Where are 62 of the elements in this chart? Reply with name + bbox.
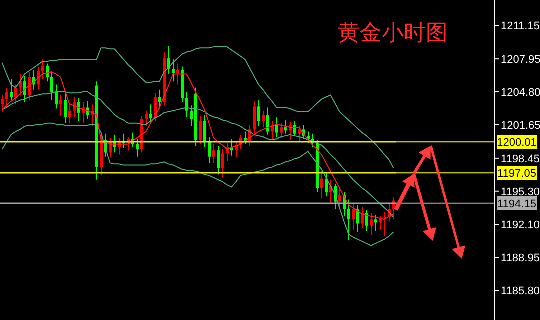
ref-line-label: 1194.15 [498,198,536,210]
candlestick [42,59,44,80]
candlestick [73,96,76,118]
candlestick [37,66,40,90]
candlestick [374,214,378,232]
candlestick [276,116,278,138]
candlestick [266,107,270,136]
candlestick [68,105,72,124]
candlestick [280,122,283,139]
y-tick-label: 1198.45 [501,153,540,166]
candlestick [172,59,175,82]
y-tick-label: 1185.80 [501,286,540,298]
candlestick [10,78,13,101]
candlestick [298,126,301,142]
candlestick [24,76,26,103]
ref-line-label: 1197.05 [498,168,536,180]
y-tick-label: 1207.95 [501,54,540,66]
candlestick [186,92,188,118]
candlestick [19,74,22,96]
candlestick [28,72,31,101]
candlestick [352,202,355,231]
candlestick [60,94,62,117]
candlestick [253,100,256,134]
candlestick [338,188,342,208]
candlestick [212,144,216,164]
text: 黄金小时图 [338,20,448,48]
candlestick [217,146,220,176]
candlestick [366,210,368,232]
candlestick [199,116,202,145]
y-tick-label: 1188.95 [501,252,540,265]
candlestick [284,120,288,134]
candlestick [64,92,67,124]
candlestick [356,204,360,233]
candlestick [208,136,211,164]
candlestick [14,84,18,106]
candlestick [325,173,328,198]
candlestick [78,98,80,122]
candlestick [55,84,58,110]
candlestick [294,120,296,136]
y-tick-label: 1201.65 [501,120,540,132]
y-tick-label: 1204.80 [501,86,540,99]
candlestick [320,171,324,200]
ref-line-label: 1200.01 [497,137,537,150]
y-tick-label: 1211.15 [501,20,540,33]
candlestick [136,138,139,158]
candlestick [46,63,49,82]
y-tick-label: 1192.10 [501,220,540,232]
candlestick [348,199,350,242]
candlestick [262,110,265,128]
candlestick [176,63,180,86]
candlestick [158,89,162,110]
candlestick [222,149,224,178]
candlestick [6,87,8,108]
candlestick [370,212,373,236]
candlestick [258,100,260,128]
candlestick [145,110,148,128]
candlestick [50,70,54,101]
candlestick [361,206,364,228]
candlestick [150,104,152,124]
y-tick-label: 1195.30 [501,186,540,198]
candlestick [1,94,4,112]
candlestick [204,114,206,148]
